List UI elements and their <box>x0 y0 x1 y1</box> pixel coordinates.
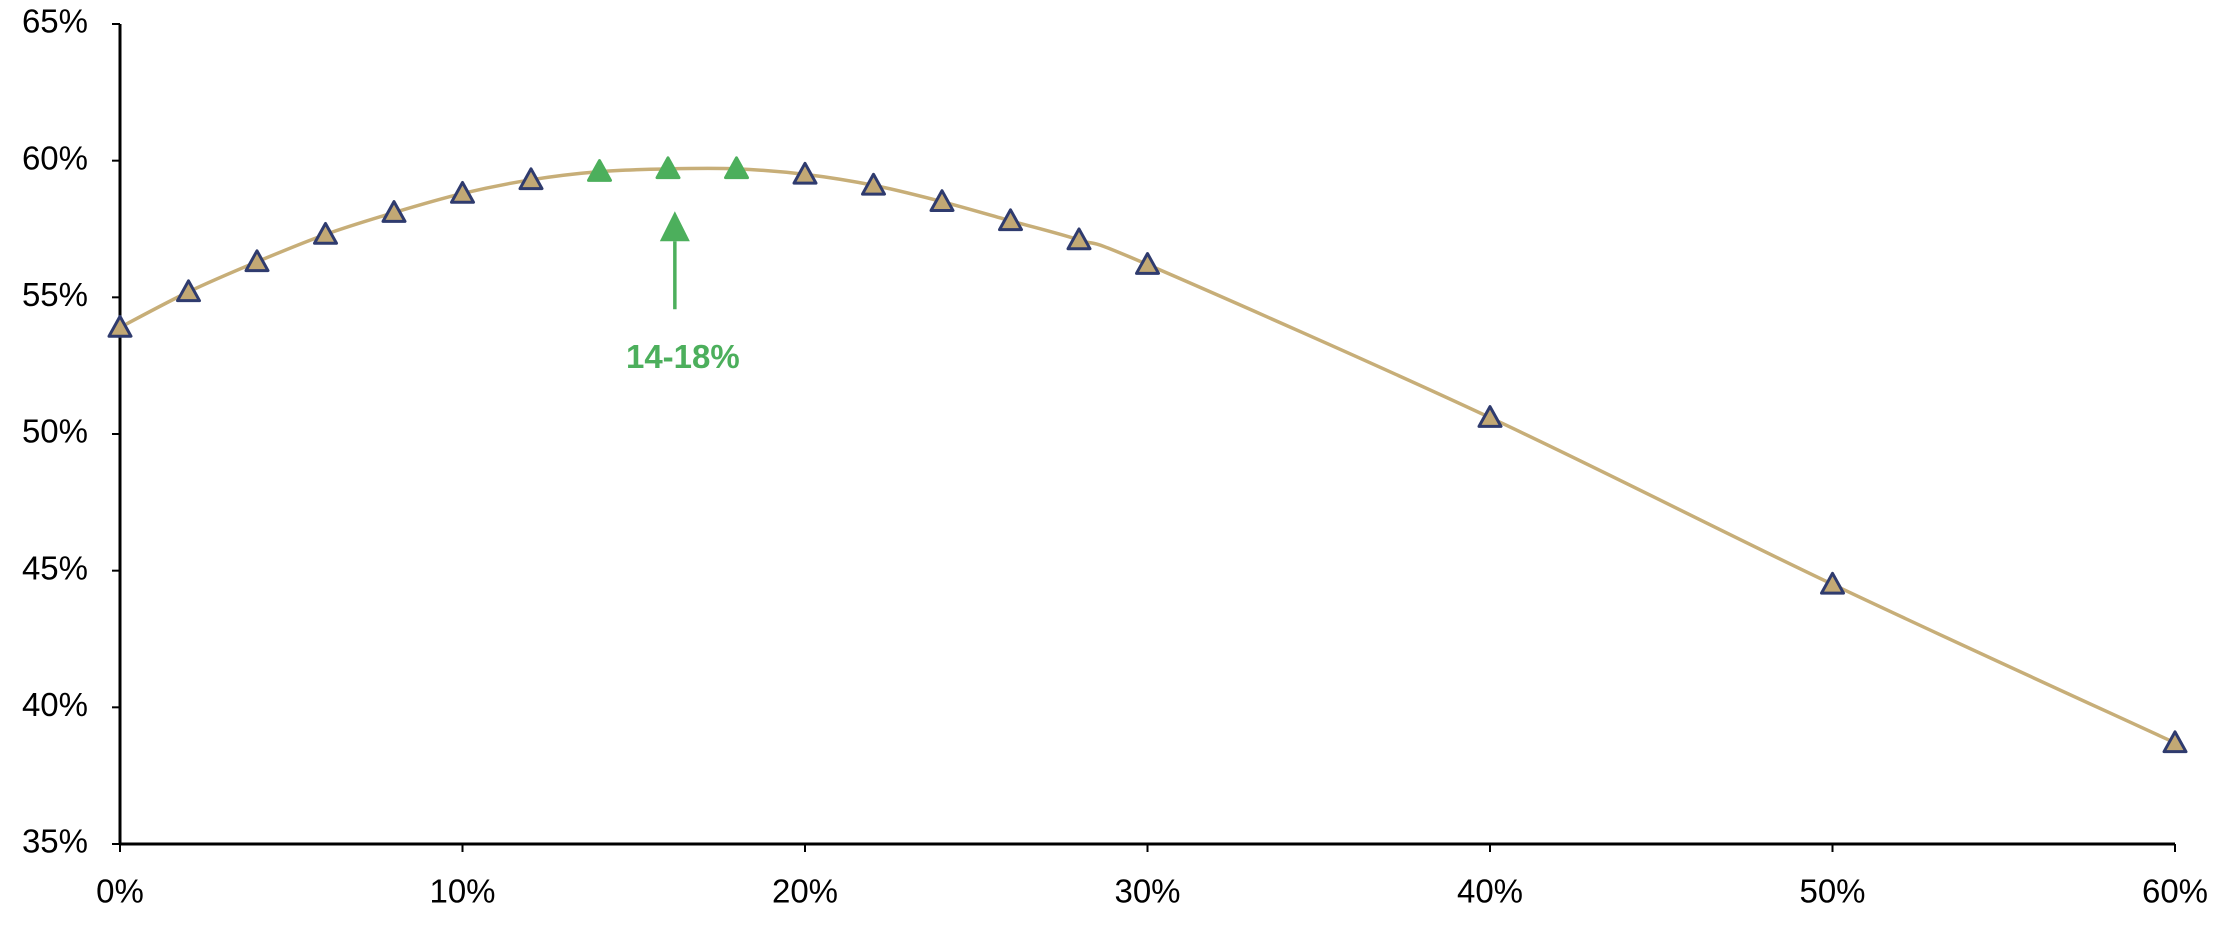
data-point <box>2162 730 2188 754</box>
data-point <box>861 172 886 196</box>
data-point <box>381 200 407 223</box>
y-tick-label: 55% <box>22 276 88 313</box>
data-point <box>1135 252 1160 275</box>
x-tick-label: 0% <box>96 873 144 910</box>
data-point <box>107 314 133 338</box>
data-point <box>450 180 475 204</box>
data-point <box>1820 571 1845 595</box>
data-point <box>1477 405 1503 428</box>
data-point <box>176 279 201 303</box>
y-tick-label: 60% <box>22 139 88 176</box>
data-point <box>1066 227 1092 251</box>
x-tick-label: 10% <box>429 873 495 910</box>
x-tick-label: 30% <box>1114 873 1180 910</box>
y-tick-label: 35% <box>22 823 88 860</box>
y-tick-label: 40% <box>22 686 88 723</box>
data-point <box>313 221 338 245</box>
data-point <box>792 161 818 185</box>
data-point <box>587 159 612 182</box>
x-tick-label: 50% <box>1799 873 1865 910</box>
data-point <box>518 167 544 191</box>
annotation-label: 14-18% <box>626 338 740 375</box>
y-tick-label: 50% <box>22 413 88 450</box>
annotation-arrowhead <box>659 211 690 242</box>
y-tick-label: 65% <box>22 3 88 40</box>
y-tick-label: 45% <box>22 549 88 586</box>
data-point <box>724 156 749 180</box>
series-line <box>119 166 2176 745</box>
data-point <box>998 208 1023 232</box>
data-point <box>929 189 955 212</box>
x-tick-label: 40% <box>1457 873 1523 910</box>
x-tick-label: 60% <box>2142 873 2208 910</box>
x-tick-label: 20% <box>772 873 838 910</box>
data-point <box>244 249 270 273</box>
data-point <box>655 156 681 180</box>
